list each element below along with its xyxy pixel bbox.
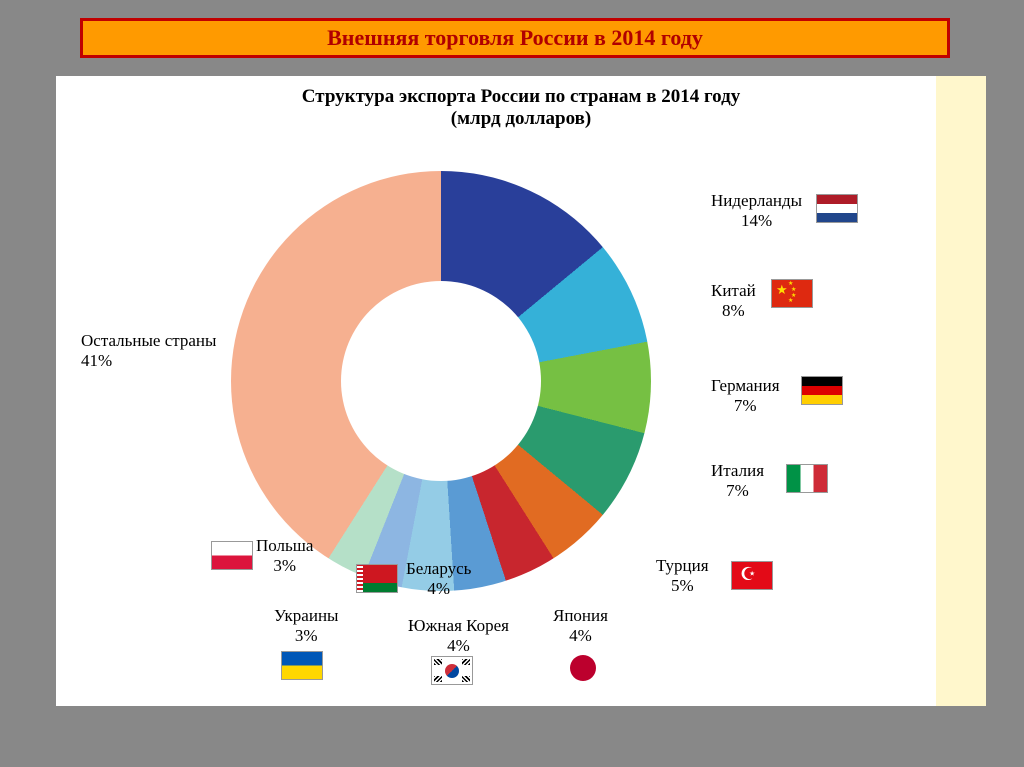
flag-china-icon: ★★★★★ xyxy=(771,279,813,308)
chart-title-line2: (млрд долларов) xyxy=(56,108,986,130)
donut-chart xyxy=(231,171,651,591)
flag-ukraine-icon xyxy=(281,651,323,680)
chart-title: Структура экспорта России по странам в 2… xyxy=(56,86,986,130)
label-china: Китай 8% xyxy=(711,281,756,322)
label-japan: Япония 4% xyxy=(553,606,608,647)
flag-skorea-icon xyxy=(431,656,473,685)
flag-netherlands-icon xyxy=(816,194,858,223)
flag-belarus-icon xyxy=(356,564,398,593)
label-turkey: Турция 5% xyxy=(656,556,709,597)
flag-japan-icon xyxy=(566,651,600,685)
donut-hole xyxy=(341,281,541,481)
label-skorea: Южная Корея 4% xyxy=(408,616,509,657)
label-poland: Польша 3% xyxy=(256,536,313,577)
chart-title-line1: Структура экспорта России по странам в 2… xyxy=(56,86,986,108)
label-germany: Германия 7% xyxy=(711,376,780,417)
label-belarus: Беларусь 4% xyxy=(406,559,471,600)
label-ukraine: Украины 3% xyxy=(274,606,338,647)
flag-poland-icon xyxy=(211,541,253,570)
label-others: Остальные страны 41% xyxy=(81,331,216,372)
label-netherlands: Нидерланды 14% xyxy=(711,191,802,232)
title-banner: Внешняя торговля России в 2014 году xyxy=(80,18,950,58)
flag-turkey-icon: ☪ xyxy=(731,561,773,590)
label-italy: Италия 7% xyxy=(711,461,764,502)
chart-panel: Структура экспорта России по странам в 2… xyxy=(56,76,986,706)
flag-germany-icon xyxy=(801,376,843,405)
side-stripe xyxy=(936,76,986,706)
flag-italy-icon xyxy=(786,464,828,493)
banner-text: Внешняя торговля России в 2014 году xyxy=(327,25,703,51)
